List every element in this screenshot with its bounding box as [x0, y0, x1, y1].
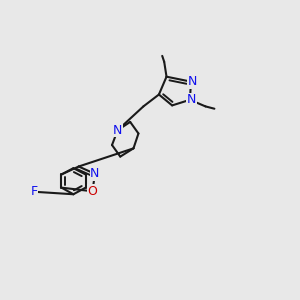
Text: F: F	[31, 185, 38, 198]
Text: O: O	[88, 185, 98, 198]
Text: N: N	[188, 75, 197, 88]
Text: N: N	[187, 93, 196, 106]
Text: N: N	[90, 167, 100, 180]
Text: N: N	[113, 124, 122, 137]
